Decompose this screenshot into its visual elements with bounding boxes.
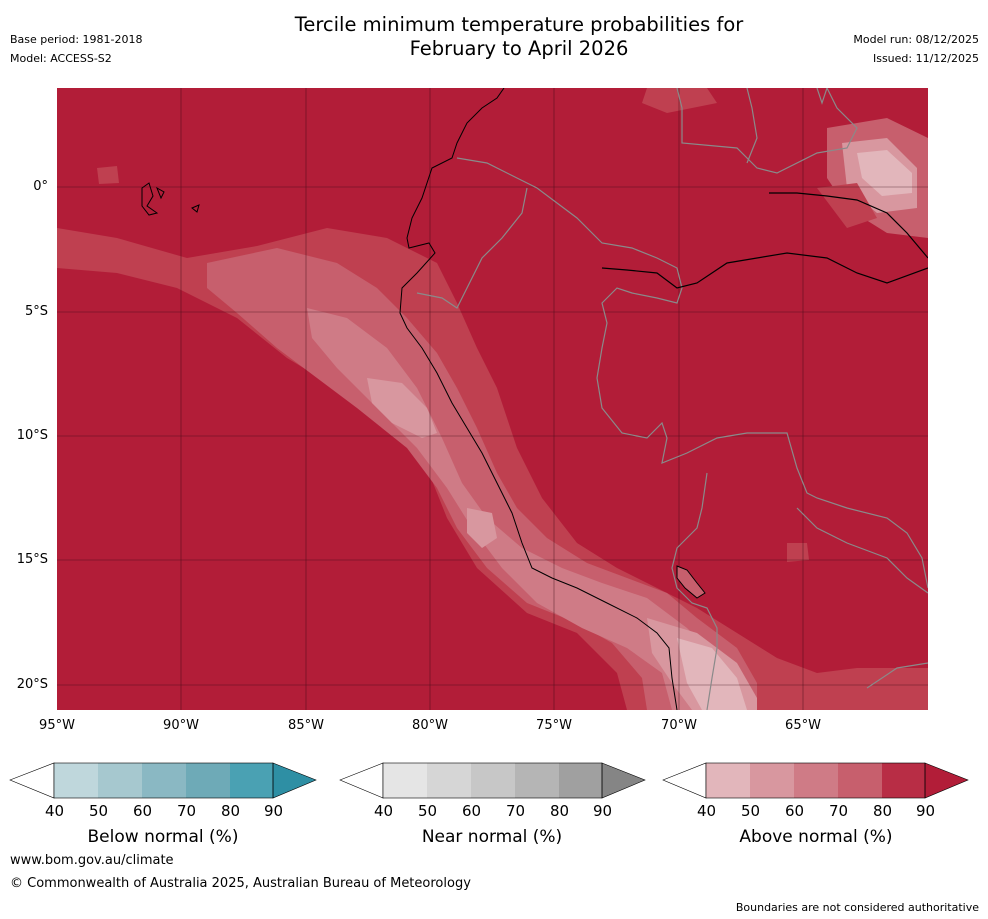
above-swatch-60 xyxy=(794,763,838,798)
near-tick-70: 70 xyxy=(506,802,526,820)
lon-label-90w: 90°W xyxy=(163,718,199,733)
country-borders xyxy=(416,88,928,710)
page-title: Tercile minimum temperature probabilitie… xyxy=(194,13,844,61)
near-swatch-70 xyxy=(515,763,559,798)
lon-label-80w: 80°W xyxy=(412,718,448,733)
galapagos-islands xyxy=(141,182,200,216)
near-arrow-high xyxy=(601,762,646,799)
title-line-2: February to April 2026 xyxy=(409,37,629,60)
below-normal-label: Below normal (%) xyxy=(87,827,239,847)
title-line-1: Tercile minimum temperature probabilitie… xyxy=(294,13,744,36)
colorbar-ticks: 40 50 60 70 80 90 40 50 60 70 80 90 40 5… xyxy=(0,802,988,822)
near-tick-50: 50 xyxy=(418,802,438,820)
colorbar-below-normal xyxy=(9,762,317,799)
below-swatch-70 xyxy=(186,763,230,798)
above-80-patch-small-2 xyxy=(817,183,877,228)
above-tick-60: 60 xyxy=(785,802,805,820)
below-tick-60: 60 xyxy=(133,802,153,820)
lat-label-10s: 10°S xyxy=(16,428,48,443)
copyright-notice: © Commonwealth of Australia 2025, Austra… xyxy=(10,876,471,891)
lon-label-70w: 70°W xyxy=(661,718,697,733)
below-tick-90: 90 xyxy=(264,802,284,820)
colorbar-above-normal xyxy=(662,762,969,799)
near-tick-40: 40 xyxy=(374,802,394,820)
lon-label-65w: 65°W xyxy=(785,718,821,733)
above-swatch-70 xyxy=(838,763,882,798)
above-50-patch-south xyxy=(467,508,497,548)
above-40-patch-southeast xyxy=(677,638,747,710)
near-tick-80: 80 xyxy=(550,802,570,820)
below-tick-50: 50 xyxy=(89,802,109,820)
above-arrow-low xyxy=(662,762,707,799)
above-80-patch-small-3 xyxy=(787,543,809,562)
colorbar-near-normal xyxy=(339,762,646,799)
below-arrow-low xyxy=(9,762,55,799)
probability-map xyxy=(57,88,928,710)
above-swatch-50 xyxy=(750,763,794,798)
below-swatch-80 xyxy=(230,763,273,798)
amazon-river xyxy=(601,192,928,289)
graticule xyxy=(57,88,928,710)
near-swatch-40 xyxy=(383,763,427,798)
near-tick-90: 90 xyxy=(593,802,613,820)
lon-label-75w: 75°W xyxy=(536,718,572,733)
near-swatch-80 xyxy=(559,763,602,798)
above-normal-label: Above normal (%) xyxy=(739,827,893,847)
near-arrow-low xyxy=(339,762,384,799)
above-outline xyxy=(705,762,926,799)
lat-label-15s: 15°S xyxy=(16,552,48,567)
model-run: Model run: 08/12/2025 xyxy=(853,33,979,46)
below-arrow-high xyxy=(272,762,317,799)
above-arrow-high xyxy=(924,762,969,799)
near-outline xyxy=(382,762,603,799)
near-tick-60: 60 xyxy=(462,802,482,820)
below-outline xyxy=(53,762,274,799)
near-swatch-50 xyxy=(427,763,471,798)
above-80-patch-small-4 xyxy=(97,166,119,184)
near-normal-label: Near normal (%) xyxy=(421,827,563,847)
model-name: Model: ACCESS-S2 xyxy=(10,52,112,65)
above-50-patch-central xyxy=(367,378,437,438)
below-swatch-50 xyxy=(98,763,142,798)
above-swatch-80 xyxy=(882,763,925,798)
above-tick-80: 80 xyxy=(873,802,893,820)
above-tick-70: 70 xyxy=(829,802,849,820)
boundaries-disclaimer: Boundaries are not considered authoritat… xyxy=(735,901,979,914)
coastline xyxy=(399,88,678,710)
below-swatch-40 xyxy=(54,763,98,798)
near-swatch-60 xyxy=(471,763,515,798)
lon-label-95w: 95°W xyxy=(39,718,75,733)
lat-label-20s: 20°S xyxy=(16,677,48,692)
website-link[interactable]: www.bom.gov.au/climate xyxy=(10,853,174,868)
colorbars xyxy=(9,762,969,799)
below-tick-40: 40 xyxy=(45,802,65,820)
below-tick-70: 70 xyxy=(177,802,197,820)
above-tick-90: 90 xyxy=(916,802,936,820)
above-80-patch-small-1 xyxy=(642,88,717,113)
lon-label-85w: 85°W xyxy=(288,718,324,733)
below-tick-80: 80 xyxy=(221,802,241,820)
lat-label-0: 0° xyxy=(33,179,48,194)
above-swatch-40 xyxy=(706,763,750,798)
lake-titicaca xyxy=(676,565,706,599)
above-tick-50: 50 xyxy=(741,802,761,820)
issued-date: Issued: 11/12/2025 xyxy=(872,52,979,65)
lat-label-5s: 5°S xyxy=(24,304,48,319)
below-swatch-60 xyxy=(142,763,186,798)
above-tick-40: 40 xyxy=(697,802,717,820)
above-40-patch-northeast xyxy=(857,150,912,196)
map-canvas xyxy=(57,88,928,710)
base-period: Base period: 1981-2018 xyxy=(10,33,143,46)
